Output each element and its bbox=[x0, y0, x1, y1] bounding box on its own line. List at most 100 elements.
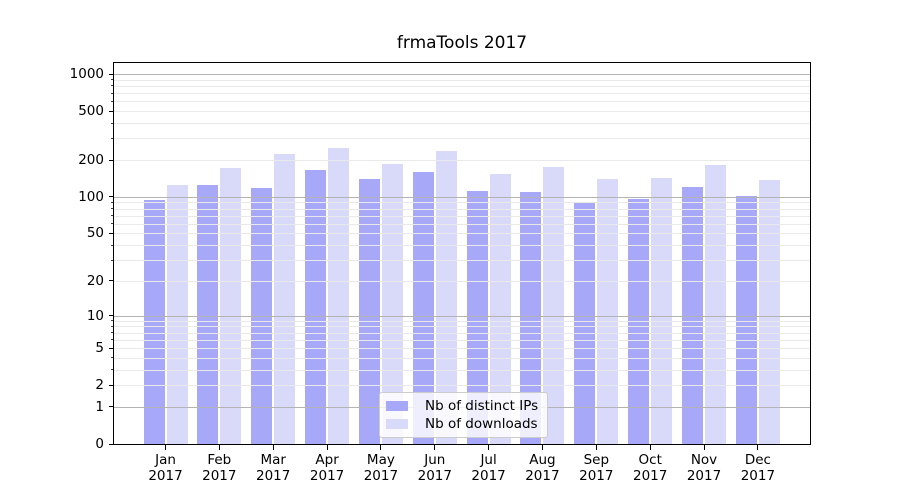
x-tick-label-jan: Jan 2017 bbox=[139, 452, 193, 484]
year-label: 2017 bbox=[471, 468, 506, 484]
x-tick-mark bbox=[488, 445, 490, 450]
bar-distinct-ips-jun bbox=[412, 171, 434, 444]
y-minor-tick-mark bbox=[111, 137, 113, 139]
gridline-minor bbox=[114, 385, 810, 386]
gridline-minor bbox=[114, 80, 810, 81]
y-tick-mark bbox=[109, 232, 113, 234]
year-label: 2017 bbox=[686, 468, 722, 484]
bar-downloads-feb bbox=[220, 167, 242, 444]
bar-downloads-aug bbox=[543, 166, 565, 444]
x-tick-label-mar: Mar 2017 bbox=[246, 452, 300, 484]
gridline-minor bbox=[114, 93, 810, 94]
x-tick-mark bbox=[326, 445, 328, 450]
y-tick-label: 200 bbox=[78, 152, 104, 168]
x-tick-label-apr: Apr 2017 bbox=[300, 452, 354, 484]
gridline-minor bbox=[114, 281, 810, 282]
y-minor-tick-mark bbox=[111, 100, 113, 102]
y-minor-tick-mark bbox=[111, 208, 113, 210]
x-tick-label-dec: Dec 2017 bbox=[731, 452, 785, 484]
year-label: 2017 bbox=[417, 468, 452, 484]
x-tick-label-sep: Sep 2017 bbox=[569, 452, 623, 484]
bar-downloads-sep bbox=[597, 179, 619, 444]
y-tick-mark bbox=[109, 384, 113, 386]
legend-label: Nb of downloads bbox=[425, 416, 538, 432]
year-label: 2017 bbox=[633, 468, 668, 484]
x-tick-label-jun: Jun 2017 bbox=[408, 452, 462, 484]
month-label: Oct bbox=[638, 452, 662, 468]
month-label: Jan bbox=[155, 452, 176, 468]
y-tick-label: 500 bbox=[78, 103, 104, 120]
year-label: 2017 bbox=[148, 468, 183, 484]
bar-distinct-ips-jul bbox=[466, 190, 488, 444]
bar-downloads-nov bbox=[705, 164, 726, 444]
bar-downloads-apr bbox=[328, 148, 350, 444]
gridline-minor bbox=[114, 202, 810, 203]
gridline-minor bbox=[114, 111, 810, 112]
plot-area: Nb of distinct IPs Nb of downloads 0 1 2 5 10… bbox=[70, 62, 811, 484]
y-minor-tick-mark bbox=[111, 320, 113, 322]
gridline-minor bbox=[114, 348, 810, 349]
gridline-minor bbox=[114, 370, 810, 371]
y-tick-mark bbox=[109, 280, 113, 282]
x-tick-label-aug: Aug 2017 bbox=[515, 452, 569, 484]
bar-downloads-mar bbox=[274, 154, 296, 444]
bar-downloads-dec bbox=[758, 179, 780, 444]
bar-distinct-ips-feb bbox=[197, 185, 219, 444]
y-minor-tick-mark bbox=[111, 79, 113, 81]
month-label: Jul bbox=[480, 452, 497, 468]
y-tick-mark bbox=[109, 110, 113, 112]
x-tick-label-jul: Jul 2017 bbox=[462, 452, 516, 484]
year-label: 2017 bbox=[309, 468, 345, 484]
bar-distinct-ips-sep bbox=[574, 201, 596, 444]
legend-swatch bbox=[386, 419, 408, 429]
y-tick-mark bbox=[109, 73, 113, 75]
y-minor-tick-mark bbox=[111, 244, 113, 246]
gridline-minor bbox=[114, 101, 810, 102]
month-label: Feb bbox=[207, 452, 232, 468]
y-minor-tick-mark bbox=[111, 357, 113, 359]
y-minor-tick-mark bbox=[111, 92, 113, 94]
y-minor-tick-mark bbox=[111, 325, 113, 327]
gridline-major bbox=[114, 197, 810, 198]
year-label: 2017 bbox=[579, 468, 614, 484]
gridline-minor bbox=[114, 138, 810, 139]
x-tick-mark bbox=[541, 445, 543, 450]
chart-title: frmaTools 2017 bbox=[396, 33, 528, 53]
gridline-minor bbox=[114, 233, 810, 234]
y-minor-tick-mark bbox=[111, 369, 113, 371]
x-tick-mark bbox=[595, 445, 597, 450]
y-tick-label: 2 bbox=[95, 377, 104, 394]
y-minor-tick-mark bbox=[111, 215, 113, 217]
y-tick-label: 5 bbox=[95, 340, 104, 356]
x-tick-label-oct: Oct 2017 bbox=[623, 452, 677, 484]
bar-distinct-ips-nov bbox=[682, 186, 703, 444]
gridline-minor bbox=[114, 86, 810, 87]
x-tick-label-nov: Nov 2017 bbox=[677, 452, 731, 484]
bar-downloads-oct bbox=[651, 177, 673, 444]
y-minor-tick-mark bbox=[111, 332, 113, 334]
bar-distinct-ips-apr bbox=[305, 169, 327, 444]
gridline-major bbox=[114, 74, 810, 75]
y-minor-tick-mark bbox=[111, 259, 113, 261]
gridline-minor bbox=[114, 321, 810, 322]
gridline-minor bbox=[114, 209, 810, 210]
month-label: Jun bbox=[424, 452, 446, 468]
x-tick-mark bbox=[757, 445, 759, 450]
y-minor-tick-mark bbox=[111, 223, 113, 225]
month-label: Dec bbox=[744, 452, 771, 468]
month-label: Aug bbox=[529, 452, 556, 468]
y-tick-mark bbox=[109, 406, 113, 408]
y-tick-mark bbox=[109, 347, 113, 349]
gridline-minor bbox=[114, 340, 810, 341]
y-tick-label: 1 bbox=[95, 398, 104, 415]
gridline-minor bbox=[114, 260, 810, 261]
legend-swatch bbox=[386, 401, 408, 411]
month-label: Apr bbox=[315, 452, 339, 468]
year-label: 2017 bbox=[740, 468, 776, 484]
gridline-minor bbox=[114, 326, 810, 327]
x-tick-mark bbox=[272, 445, 274, 450]
y-minor-tick-mark bbox=[111, 122, 113, 124]
gridline-minor bbox=[114, 123, 810, 124]
year-label: 2017 bbox=[363, 468, 399, 484]
x-tick-label-may: May 2017 bbox=[354, 452, 408, 484]
